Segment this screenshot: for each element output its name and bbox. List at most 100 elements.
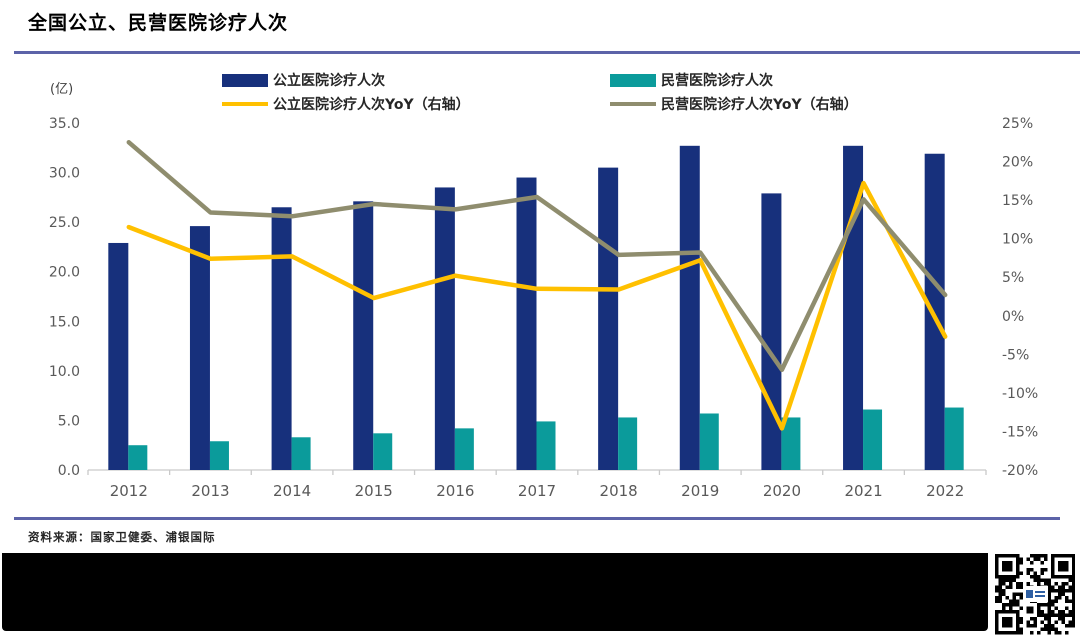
qr-module: [1026, 582, 1030, 586]
qr-module: [1065, 624, 1069, 628]
qr-module: [1054, 627, 1058, 631]
qr-module: [1009, 575, 1013, 579]
legend-label-public-bar: 公立医院诊疗人次: [273, 73, 385, 89]
qr-module: [1058, 585, 1062, 589]
qr-module: [995, 575, 999, 579]
bar-private-hospital: [781, 417, 801, 470]
qr-module: [1009, 568, 1013, 572]
right-axis-tick-label: -15%: [1002, 424, 1038, 440]
qr-module: [1016, 613, 1020, 617]
qr-module: [1068, 599, 1072, 603]
qr-module: [1016, 620, 1020, 624]
x-axis-category-label: 2020: [763, 482, 801, 500]
qr-module: [1016, 582, 1020, 586]
qr-module: [1051, 564, 1055, 568]
qr-module: [1072, 589, 1075, 593]
qr-module: [1037, 613, 1041, 617]
qr-module: [1054, 596, 1058, 600]
qr-module: [1002, 564, 1006, 568]
qr-module: [1026, 571, 1030, 575]
qr-module: [1054, 620, 1058, 624]
qr-module: [1051, 557, 1055, 561]
legend-label-private-bar: 民营医院诊疗人次: [661, 73, 773, 89]
qr-module: [1054, 554, 1058, 558]
qr-module: [1005, 620, 1009, 624]
qr-module: [1051, 610, 1055, 614]
qr-module: [998, 589, 1002, 593]
qr-module: [1037, 578, 1041, 582]
qr-module: [1061, 617, 1065, 621]
qr-module: [1002, 561, 1006, 565]
qr-module: [1002, 624, 1006, 628]
qr-module: [1002, 620, 1006, 624]
legend-label-private-yoy: 民营医院诊疗人次YoY（右轴）: [661, 97, 858, 113]
qr-module: [1072, 596, 1075, 600]
qr-module: [995, 624, 999, 628]
qr-code: [995, 552, 1075, 637]
qr-module: [1030, 624, 1034, 628]
qr-module: [998, 575, 1002, 579]
qr-module: [1040, 620, 1044, 624]
qr-module: [1030, 606, 1034, 610]
qr-module: [1072, 606, 1075, 610]
qr-module: [995, 554, 999, 558]
qr-module: [1065, 568, 1069, 572]
qr-module: [1058, 617, 1062, 621]
qr-module: [1058, 554, 1062, 558]
qr-module: [1009, 620, 1013, 624]
qr-module: [1044, 582, 1048, 586]
x-axis-category-label: 2015: [355, 482, 393, 500]
qr-module: [1051, 599, 1055, 603]
qr-module: [1047, 603, 1051, 607]
x-axis-category-label: 2012: [110, 482, 148, 500]
qr-module: [1002, 631, 1006, 635]
qr-module: [995, 627, 999, 631]
qr-module: [1047, 596, 1051, 600]
qr-module: [1047, 582, 1051, 586]
qr-module: [1002, 610, 1006, 614]
qr-module: [1019, 557, 1023, 561]
qr-module: [1016, 603, 1020, 607]
qr-module: [998, 596, 1002, 600]
qr-module: [1061, 610, 1065, 614]
qr-module: [1065, 613, 1069, 617]
qr-module: [1026, 620, 1030, 624]
qr-module: [1058, 575, 1062, 579]
qr-module: [1033, 575, 1037, 579]
qr-module: [1037, 575, 1041, 579]
footer-band: [2, 553, 988, 631]
qr-module: [1044, 624, 1048, 628]
qr-module: [1035, 595, 1045, 597]
qr-module: [1012, 610, 1016, 614]
qr-module: [1068, 610, 1072, 614]
qr-module: [1047, 585, 1051, 589]
qr-module: [1051, 575, 1055, 579]
right-axis-tick-label: 10%: [1002, 232, 1033, 248]
qr-module: [1019, 561, 1023, 565]
qr-module: [1061, 575, 1065, 579]
qr-module: [1012, 578, 1016, 582]
qr-module: [1044, 557, 1048, 561]
qr-module: [1044, 617, 1048, 621]
qr-module: [1016, 627, 1020, 631]
qr-module: [1047, 589, 1051, 593]
qr-module: [1058, 592, 1062, 596]
legend-swatch-public-yoy-line: [222, 101, 268, 107]
bar-private-hospital: [699, 413, 719, 470]
qr-module: [998, 582, 1002, 586]
qr-module: [1016, 610, 1020, 614]
qr-module: [1047, 613, 1051, 617]
qr-module: [1033, 620, 1037, 624]
bar-private-hospital: [863, 409, 883, 470]
qr-module: [1072, 582, 1075, 586]
qr-module: [1040, 561, 1044, 565]
x-axis-category-label: 2019: [681, 482, 719, 500]
chart-title: 全国公立、民营医院诊疗人次: [28, 12, 289, 34]
qr-module: [1061, 582, 1065, 586]
qr-module: [1065, 599, 1069, 603]
qr-module: [1072, 617, 1075, 621]
qr-module: [1072, 610, 1075, 614]
qr-module: [1030, 554, 1034, 558]
qr-module: [1058, 631, 1062, 635]
qr-module: [1061, 564, 1065, 568]
